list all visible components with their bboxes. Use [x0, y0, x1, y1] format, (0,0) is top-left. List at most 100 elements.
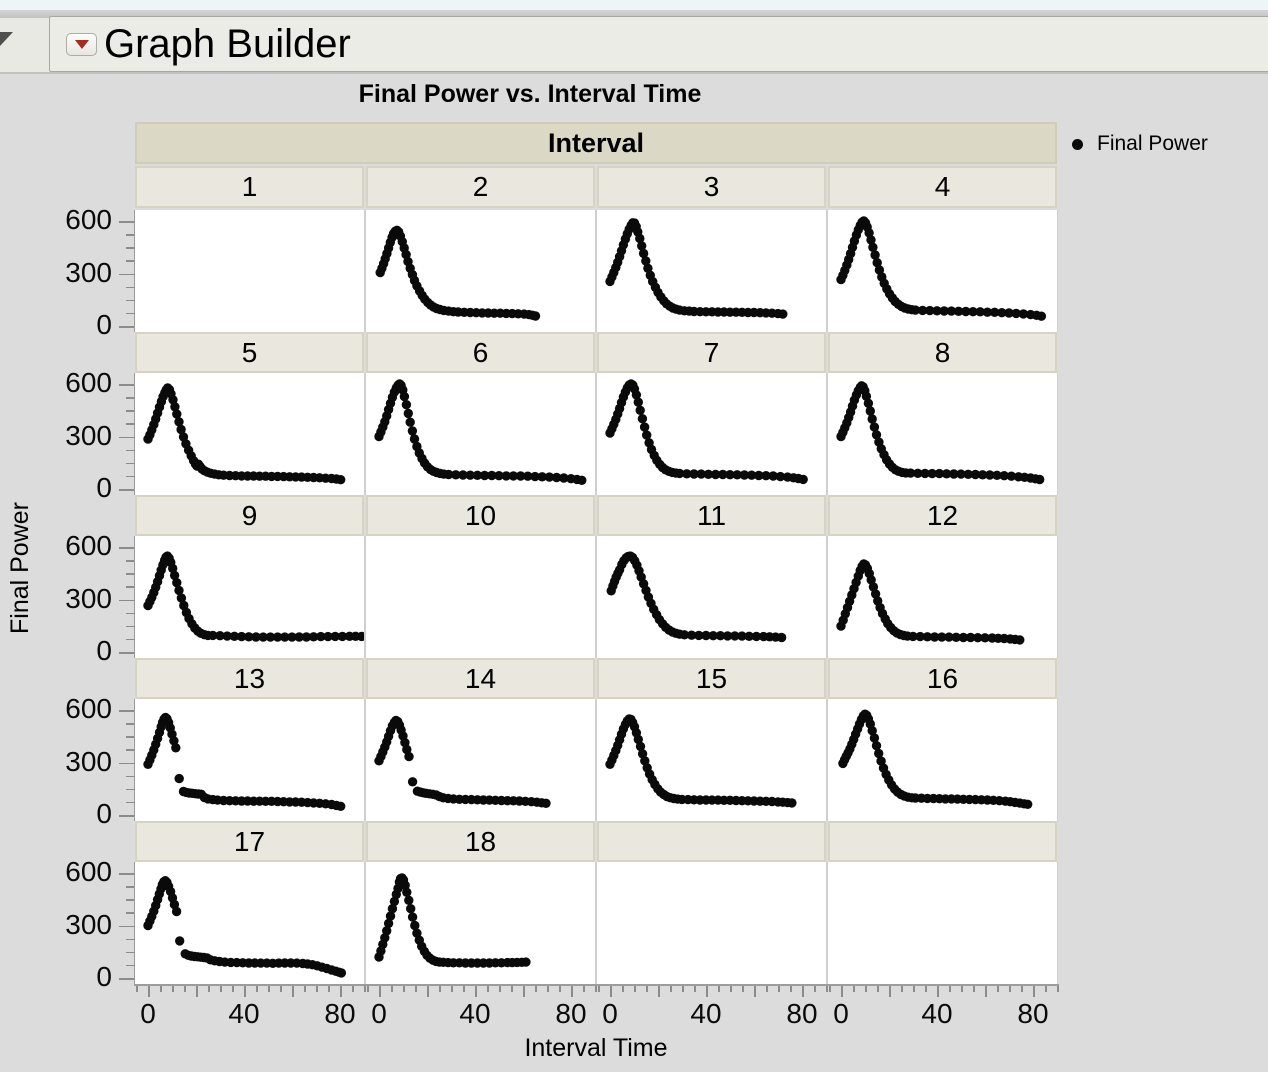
x-tick — [280, 986, 282, 992]
y-tick — [126, 234, 134, 236]
facet-label-cell: 8 — [828, 332, 1057, 373]
y-tick — [119, 599, 134, 602]
y-tick — [126, 462, 134, 465]
facet-label-cell: 5 — [135, 332, 364, 373]
x-tick — [160, 986, 162, 992]
y-tick — [126, 638, 134, 641]
y-tick-label: 0 — [96, 961, 112, 992]
x-tick — [853, 986, 855, 992]
empty-panel[interactable] — [828, 862, 1057, 984]
x-tick — [367, 986, 369, 992]
y-tick-label: 0 — [96, 472, 112, 503]
y-tick-label: 600 — [65, 856, 112, 887]
y-tick — [126, 775, 134, 778]
y-tick — [126, 886, 134, 888]
x-tick — [865, 986, 867, 992]
facet-label-cell: 2 — [366, 166, 595, 208]
x-tick — [913, 986, 915, 992]
x-tick — [535, 986, 537, 992]
legend: Final Power — [1072, 132, 1208, 156]
scatter-panel[interactable] — [828, 373, 1057, 495]
x-tick — [889, 986, 891, 997]
y-tick-label: 0 — [96, 635, 112, 666]
scatter-panel[interactable] — [366, 373, 595, 495]
scatter-panel[interactable] — [366, 210, 595, 332]
scatter-panel[interactable] — [366, 862, 595, 984]
facet-label-cell: 10 — [366, 495, 595, 536]
x-tick-label: 40 — [690, 998, 722, 1029]
scatter-panel[interactable] — [366, 699, 595, 821]
y-tick — [126, 286, 134, 289]
y-tick — [119, 978, 134, 980]
x-tick — [256, 986, 258, 992]
scatter-panel[interactable] — [597, 699, 826, 821]
y-tick-label: 300 — [65, 745, 112, 777]
scatter-panel[interactable] — [135, 536, 364, 658]
x-tick — [364, 986, 366, 992]
outline-collapse-icon[interactable] — [0, 32, 13, 46]
scatter-panel[interactable] — [597, 536, 826, 658]
y-tick-label: 300 — [65, 419, 112, 451]
x-tick — [826, 986, 828, 992]
x-tick — [415, 986, 417, 992]
window-top-strip — [0, 0, 1268, 10]
x-tick — [1057, 986, 1059, 992]
facet-label-cell: 9 — [135, 495, 364, 536]
x-tick — [379, 986, 381, 997]
y-tick — [126, 475, 134, 478]
scatter-panel[interactable] — [135, 699, 364, 821]
y-tick-label: 0 — [96, 309, 112, 340]
x-tick — [1009, 986, 1011, 992]
scatter-panel[interactable] — [135, 373, 364, 495]
scatter-panel[interactable] — [828, 699, 1057, 821]
empty-panel[interactable] — [366, 536, 595, 658]
y-tick — [126, 410, 134, 412]
scatter-panel[interactable] — [828, 536, 1057, 658]
x-tick — [949, 986, 951, 992]
y-tick — [119, 384, 134, 386]
y-tick — [126, 749, 134, 751]
x-tick — [208, 986, 210, 992]
x-tick — [340, 986, 342, 997]
y-tick — [126, 573, 134, 575]
y-tick — [119, 436, 134, 439]
x-tick — [244, 986, 246, 997]
facet-label-cell: 18 — [366, 821, 595, 862]
facet-label-cell: 3 — [597, 166, 826, 208]
scatter-panel[interactable] — [597, 210, 826, 332]
red-triangle-menu-button[interactable] — [66, 32, 97, 56]
y-tick-label: 300 — [65, 256, 112, 288]
window-divider — [0, 10, 1268, 18]
x-tick — [877, 986, 879, 992]
x-axis-title: Interval Time — [524, 1034, 668, 1062]
graph-area: Final Power vs. Interval Time Final Powe… — [0, 74, 1268, 1072]
y-tick-label: 0 — [96, 798, 112, 829]
y-tick — [126, 312, 134, 315]
x-tick-label: 80 — [1017, 998, 1049, 1029]
report-title-box: Graph Builder — [49, 16, 1268, 72]
x-tick — [790, 986, 792, 992]
y-tick — [126, 423, 134, 425]
y-tick — [126, 938, 134, 941]
y-tick — [126, 912, 134, 914]
y-tick — [126, 723, 134, 725]
scatter-panel[interactable] — [597, 373, 826, 495]
y-tick — [126, 736, 134, 738]
report-title: Graph Builder — [104, 21, 351, 66]
x-tick — [523, 986, 525, 997]
empty-panel[interactable] — [135, 210, 364, 332]
x-tick — [646, 986, 648, 992]
empty-panel[interactable] — [597, 862, 826, 984]
x-tick-label: 80 — [324, 998, 356, 1029]
y-tick — [126, 449, 134, 452]
scatter-panel[interactable] — [135, 862, 364, 984]
facet-label-cell: 14 — [366, 658, 595, 699]
y-tick — [119, 815, 134, 817]
y-tick — [126, 612, 134, 615]
y-tick — [119, 547, 134, 549]
facet-label-cell-empty — [597, 821, 826, 862]
scatter-panel[interactable] — [828, 210, 1057, 332]
x-tick — [595, 986, 597, 992]
facet-label-cell: 13 — [135, 658, 364, 699]
x-tick — [292, 986, 294, 997]
